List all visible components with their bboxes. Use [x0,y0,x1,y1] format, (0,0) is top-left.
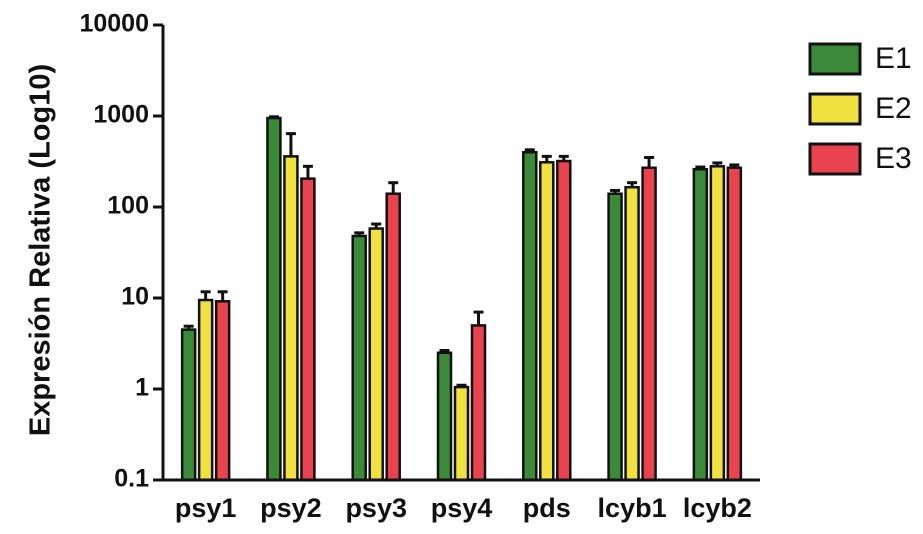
x-tick-labels: psy1 psy2 psy3 psy4 pds lcyb1 lcyb2 [175,493,752,523]
x-tick-label-psy1: psy1 [175,493,237,523]
y-ticks: 0.1 1 10 100 1000 10000 [79,10,163,493]
bar-e3-psy3 [385,192,401,482]
bar-e2-psy4 [453,385,470,482]
x-tick-label-psy2: psy2 [260,493,322,523]
bar-e2-pds [539,161,555,482]
y-tick-label: 10 [121,283,149,311]
bar-e1-psy1 [180,328,197,482]
bar-e2-psy3 [368,227,384,482]
bar-e3-pds [556,159,572,482]
bar-e1-lcyb1 [607,192,623,482]
error-bars-layer [183,115,740,388]
legend-swatch-e3 [808,142,862,176]
y-axis-label: Expresión Relativa (Log10) [25,64,57,436]
bar-e1-psy2 [266,116,282,482]
legend-swatch-e2 [808,92,862,126]
x-tick-label-lcyb2: lcyb2 [683,493,752,523]
bar-e2-lcyb2 [709,165,726,482]
bar-e1-pds [522,150,538,482]
x-tick-label-psy4: psy4 [431,493,493,523]
bar-e2-psy1 [197,298,214,482]
bar-e2-psy2 [283,155,299,482]
legend-label-e1: E1 [875,42,912,75]
x-tick-label-psy3: psy3 [345,493,407,523]
bar-e3-psy4 [470,324,487,482]
y-tick-label: 100 [107,192,149,220]
y-tick-label: 1 [135,374,149,402]
bar-e2-lcyb1 [624,185,640,482]
bar-e1-lcyb2 [692,167,709,482]
bar-e3-psy1 [214,300,231,482]
y-tick-label: 0.1 [114,465,149,493]
bar-e1-psy4 [436,351,453,482]
y-tick-label: 10000 [79,10,149,38]
bar-e3-psy2 [300,177,316,482]
x-tick-label-lcyb1: lcyb1 [598,493,667,523]
bars-layer [180,116,743,482]
legend: E1 E2 E3 [808,42,912,176]
legend-swatch-e1 [808,42,862,76]
legend-label-e2: E2 [875,92,912,125]
x-tick-label-pds: pds [523,493,571,523]
y-tick-label: 1000 [93,101,149,129]
bar-e3-lcyb2 [726,166,743,482]
bar-e1-psy3 [351,234,367,482]
bar-e3-lcyb1 [641,166,657,482]
legend-label-e3: E3 [875,142,912,175]
